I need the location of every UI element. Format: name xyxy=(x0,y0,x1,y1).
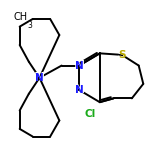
Text: N: N xyxy=(34,71,45,84)
Text: Cl: Cl xyxy=(84,109,95,119)
Text: Cl: Cl xyxy=(83,108,97,121)
Text: N: N xyxy=(35,73,44,83)
Text: CH: CH xyxy=(13,12,28,22)
Text: 3: 3 xyxy=(27,20,34,30)
Text: N: N xyxy=(74,83,85,96)
Text: N: N xyxy=(75,85,83,95)
Text: N: N xyxy=(75,61,83,71)
Text: S: S xyxy=(118,50,126,60)
Text: 3: 3 xyxy=(27,20,32,30)
Text: N: N xyxy=(74,59,85,72)
Text: CH: CH xyxy=(11,10,30,23)
Text: S: S xyxy=(117,48,127,61)
